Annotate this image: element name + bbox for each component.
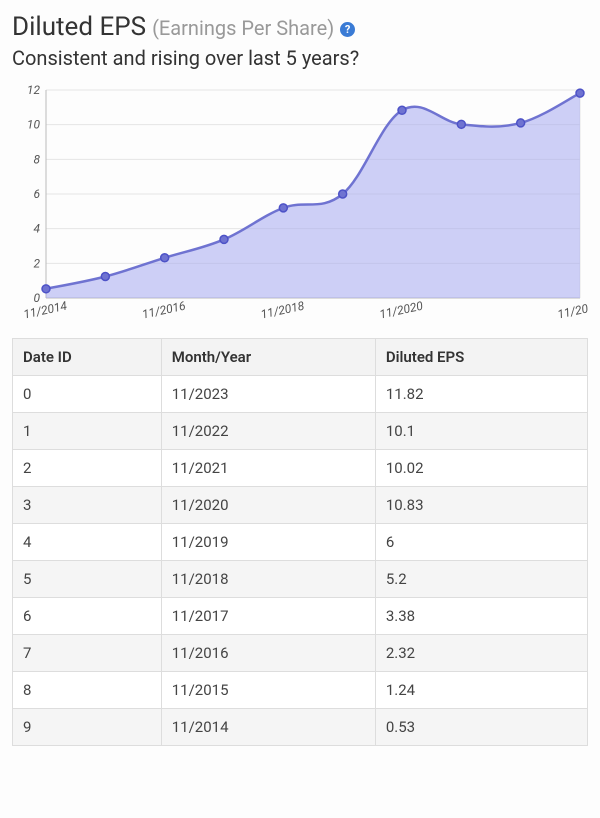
- svg-text:6: 6: [33, 187, 40, 201]
- table-cell: 9: [13, 709, 162, 746]
- svg-text:10: 10: [27, 118, 41, 132]
- table-cell: 10.02: [375, 450, 587, 487]
- page-title: Diluted EPS: [12, 12, 146, 42]
- table-cell: 10.83: [375, 487, 587, 524]
- table-row: 511/20185.2: [13, 561, 588, 598]
- eps-data-table: Date ID Month/Year Diluted EPS 011/20231…: [12, 338, 588, 746]
- table-cell: 8: [13, 672, 162, 709]
- table-cell: 11/2022: [161, 413, 375, 450]
- table-cell: 11/2014: [161, 709, 375, 746]
- col-date-id: Date ID: [13, 339, 162, 376]
- table-row: 711/20162.32: [13, 635, 588, 672]
- table-cell: 0.53: [375, 709, 587, 746]
- svg-text:4: 4: [33, 222, 40, 236]
- table-cell: 11.82: [375, 376, 587, 413]
- eps-area-chart: 0 2 4 6 8 10 12 11/2014 11/2016 11/2018 11/2020 11/…: [12, 80, 588, 330]
- table-cell: 2.32: [375, 635, 587, 672]
- table-cell: 5.2: [375, 561, 587, 598]
- table-row: 411/20196: [13, 524, 588, 561]
- page-title-row: Diluted EPS (Earnings Per Share) ?: [12, 12, 588, 42]
- table-cell: 1: [13, 413, 162, 450]
- svg-text:8: 8: [33, 152, 40, 166]
- table-cell: 6: [375, 524, 587, 561]
- table-cell: 3.38: [375, 598, 587, 635]
- page-question: Consistent and rising over last 5 years?: [12, 46, 588, 70]
- table-cell: 3: [13, 487, 162, 524]
- help-icon[interactable]: ?: [340, 22, 355, 37]
- table-cell: 5: [13, 561, 162, 598]
- table-cell: 11/2016: [161, 635, 375, 672]
- table-cell: 11/2021: [161, 450, 375, 487]
- svg-text:0: 0: [33, 291, 40, 305]
- table-row: 911/20140.53: [13, 709, 588, 746]
- table-cell: 0: [13, 376, 162, 413]
- svg-text:11/2020: 11/2020: [378, 299, 424, 322]
- table-row: 311/202010.83: [13, 487, 588, 524]
- table-cell: 2: [13, 450, 162, 487]
- table-cell: 11/2015: [161, 672, 375, 709]
- table-cell: 7: [13, 635, 162, 672]
- table-cell: 11/2020: [161, 487, 375, 524]
- table-cell: 11/2019: [161, 524, 375, 561]
- svg-text:12: 12: [27, 83, 41, 97]
- table-row: 011/202311.82: [13, 376, 588, 413]
- page-title-sub: (Earnings Per Share): [152, 16, 334, 40]
- svg-text:2: 2: [33, 256, 40, 270]
- table-cell: 11/2023: [161, 376, 375, 413]
- svg-text:11/2023: 11/2023: [556, 299, 588, 322]
- table-cell: 10.1: [375, 413, 587, 450]
- table-cell: 11/2017: [161, 598, 375, 635]
- col-diluted-eps: Diluted EPS: [375, 339, 587, 376]
- chart-svg: 0 2 4 6 8 10 12 11/2014 11/2016 11/2018 11/2020 11/…: [12, 80, 588, 330]
- table-row: 811/20151.24: [13, 672, 588, 709]
- table-header-row: Date ID Month/Year Diluted EPS: [13, 339, 588, 376]
- svg-text:11/2016: 11/2016: [141, 299, 187, 322]
- table-cell: 11/2018: [161, 561, 375, 598]
- table-cell: 4: [13, 524, 162, 561]
- table-row: 111/202210.1: [13, 413, 588, 450]
- svg-text:11/2014: 11/2014: [22, 299, 68, 322]
- col-month-year: Month/Year: [161, 339, 375, 376]
- table-cell: 6: [13, 598, 162, 635]
- table-row: 611/20173.38: [13, 598, 588, 635]
- table-cell: 1.24: [375, 672, 587, 709]
- svg-text:11/2018: 11/2018: [260, 299, 306, 322]
- table-row: 211/202110.02: [13, 450, 588, 487]
